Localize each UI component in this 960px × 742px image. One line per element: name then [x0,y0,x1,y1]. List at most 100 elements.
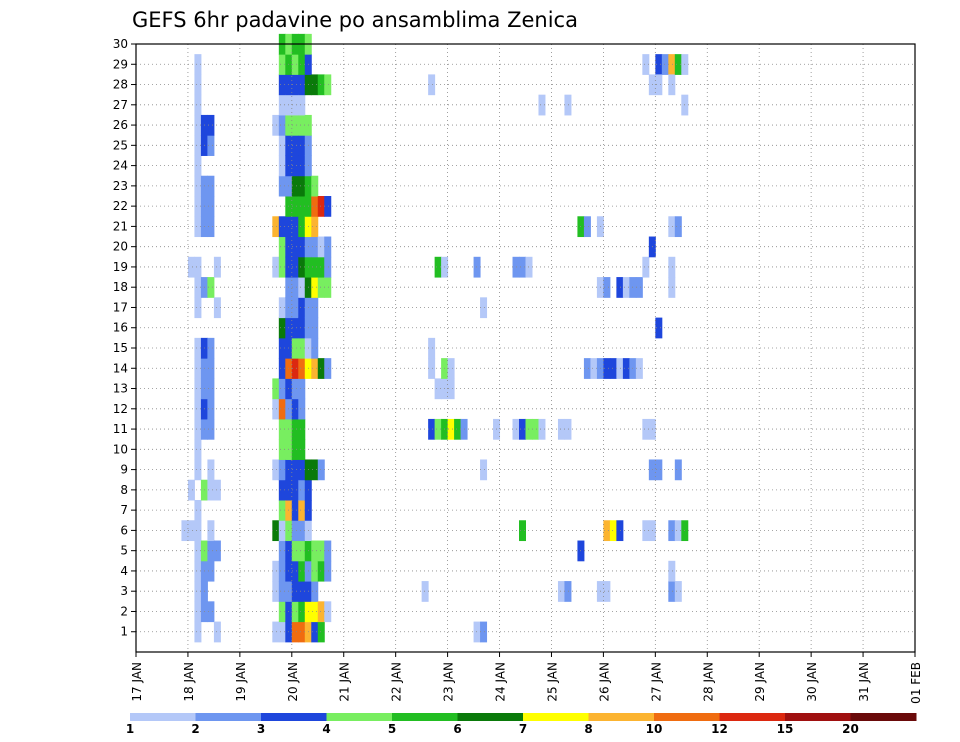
heatmap-cell [213,256,221,278]
heatmap-cell [609,358,617,379]
heatmap-cell [291,114,299,136]
heatmap-cell [194,378,202,400]
heatmap-cell [473,621,481,643]
heatmap-cell [278,114,286,136]
heatmap-cell [272,398,280,420]
heatmap-cell [194,114,202,136]
y-tick-label: 27 [113,98,128,112]
heatmap-cell [317,236,325,258]
heatmap-cell [674,459,682,481]
y-tick-label: 19 [113,260,128,274]
heatmap-cell [194,297,202,319]
heatmap-cell [311,236,319,258]
heatmap-cell [655,317,663,339]
x-tick-label: 26 JAN [597,662,611,702]
heatmap-cell [674,54,682,75]
heatmap-cell [317,277,325,298]
y-tick-label: 13 [113,382,128,396]
heatmap-cell [642,54,650,75]
heatmap-cell [311,459,319,481]
heatmap-cell [635,277,643,298]
heatmap-cell [194,459,202,481]
heatmap-cell [291,560,299,582]
heatmap-cell [447,358,455,379]
heatmap-cell [272,621,280,643]
heatmap-cell [434,418,442,440]
heatmap-cell [278,135,286,156]
heatmap-cell [324,256,332,278]
legend-label: 15 [777,722,794,736]
heatmap-cell [661,54,669,75]
heatmap-cell [298,500,306,521]
heatmap-cell [538,94,546,116]
heatmap-cell [668,520,676,542]
heatmap-cell [454,418,462,440]
heatmap-cell [311,621,319,643]
y-axis: 1234567891011121314151617181920212223242… [113,37,136,639]
heatmap-cell [298,520,306,542]
heatmap-cell [291,520,299,542]
heatmap-cell [622,358,630,379]
heatmap-cell [213,297,221,319]
heatmap-cell [278,54,286,75]
heatmap-cell [317,560,325,582]
heatmap-cell [278,418,286,440]
chart-title: GEFS 6hr padavine po ansamblima Zenica [132,8,578,32]
legend-swatch [457,713,524,721]
heatmap-cell [298,358,306,379]
heatmap-cell [668,74,676,96]
heatmap-cell [298,479,306,501]
heatmap-cell [616,358,624,379]
heatmap-cell [317,196,325,217]
heatmap-cell [278,175,286,197]
heatmap-cell [291,256,299,278]
y-tick-label: 11 [113,422,128,436]
y-tick-label: 3 [120,584,128,598]
heatmap-cell [291,581,299,602]
heatmap-cell [564,418,572,440]
heatmap-cell [311,560,319,582]
heatmap-cell [194,175,202,197]
heatmap-cell [298,114,306,136]
heatmap-cell [272,560,280,582]
heatmap-cell [272,459,280,481]
y-tick-label: 16 [113,321,128,335]
heatmap-cell [635,358,643,379]
x-tick-label: 22 JAN [390,662,404,702]
heatmap-cell [311,175,319,197]
heatmap-cell [298,196,306,217]
heatmap-cell [272,114,280,136]
y-tick-label: 29 [113,57,128,71]
heatmap-cell [272,216,280,238]
heatmap-cell [194,439,202,460]
legend-label: 12 [711,722,728,736]
y-tick-label: 14 [113,361,128,375]
heatmap-cell [317,540,325,562]
legend-label: 1 [126,722,134,736]
heatmap-cell [207,135,215,156]
heatmap-cell [194,560,202,582]
legend-swatch [588,713,655,721]
heatmap-cell [194,601,202,623]
heatmap-cell [194,54,202,75]
heatmap-cell [324,74,332,96]
heatmap-cell [447,378,455,400]
heatmap-cell [194,581,202,602]
heatmap-cell [272,256,280,278]
heatmap-cell [291,479,299,501]
heatmap-cell [194,155,202,177]
heatmap-cell [291,216,299,238]
heatmap-cell [324,236,332,258]
heatmap-cell [311,216,319,238]
heatmap-cell [298,216,306,238]
heatmap-cell [642,418,650,440]
heatmap-cell [298,581,306,602]
heatmap-cell [194,418,202,440]
legend-swatch [130,713,196,721]
grid-lines [136,43,915,652]
y-tick-label: 21 [113,219,128,233]
heatmap-cell [616,277,624,298]
x-tick-label: 31 JAN [857,662,871,702]
heatmap-cell [311,581,319,602]
y-tick-label: 17 [113,300,128,314]
